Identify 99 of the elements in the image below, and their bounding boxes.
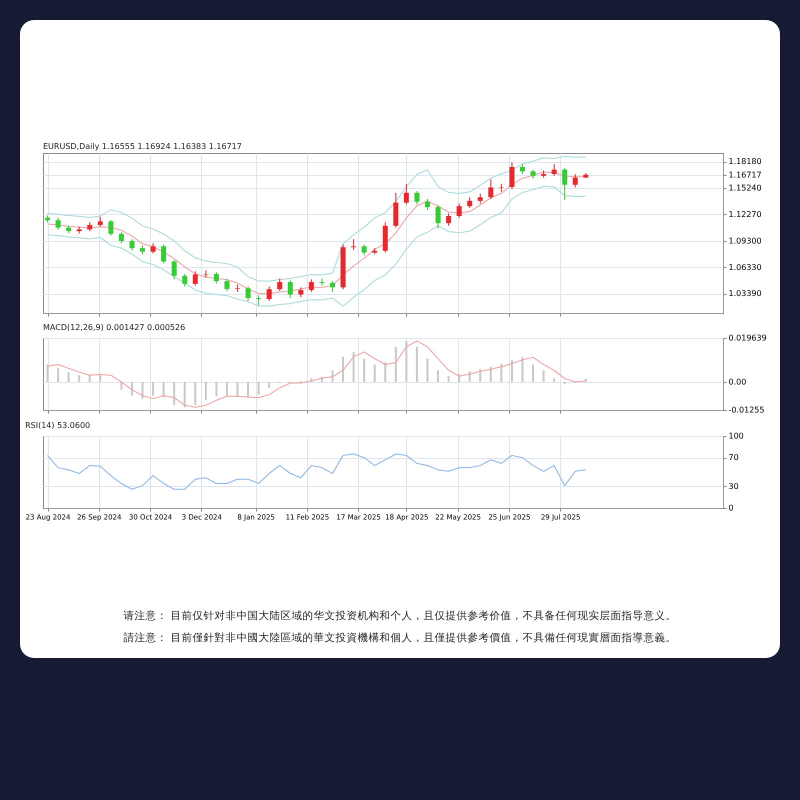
bar: [130, 382, 133, 396]
bar: [152, 382, 154, 396]
bar: [352, 352, 355, 382]
candlestick: [467, 196, 472, 208]
candlestick: [436, 204, 441, 229]
bar: [479, 369, 482, 382]
candlestick: [414, 190, 420, 205]
bar: [46, 364, 49, 382]
bar: [215, 382, 218, 396]
candlestick: [246, 286, 251, 302]
y-tick-label: 0.00: [728, 377, 746, 386]
bar: [236, 382, 238, 398]
candlestick: [362, 244, 367, 256]
line-series: [47, 454, 586, 490]
candlestick: [129, 238, 134, 251]
candlestick: [150, 242, 156, 254]
bar: [448, 376, 450, 382]
y-tick-label: 1.09300: [728, 236, 762, 246]
candlestick: [520, 164, 525, 175]
candlestick: [456, 203, 462, 218]
bar: [394, 346, 397, 382]
y-tick-label: 1.03390: [728, 289, 762, 298]
bar: [99, 375, 102, 382]
candlestick: [478, 193, 483, 204]
bar: [204, 382, 207, 400]
bar: [384, 362, 386, 382]
y-tick-label: 100: [728, 432, 744, 440]
candlestick: [308, 278, 314, 292]
y-tick-label: 0: [728, 504, 734, 512]
candlestick: [509, 162, 514, 190]
candlestick: [330, 280, 335, 292]
bar: [226, 382, 228, 396]
candlestick: [203, 270, 208, 278]
chart-title: RSI(14) 53.0600: [25, 421, 90, 430]
candlestick: [552, 164, 557, 176]
bar: [342, 356, 344, 382]
y-tick-label: 1.06330: [728, 262, 762, 272]
y-tick-label: 0.019639: [728, 334, 767, 342]
bar: [416, 346, 418, 382]
bar: [194, 382, 196, 406]
bar: [437, 370, 440, 382]
chart-title: EURUSD,Daily 1.16555 1.16924 1.16383 1.16717: [43, 142, 242, 151]
bar: [374, 364, 376, 382]
candlestick: [498, 183, 504, 192]
candlestick: [298, 286, 304, 298]
candlestick: [192, 270, 198, 286]
candlestick: [488, 178, 494, 200]
text: 請注意： 目前僅針對非中國大陸區域的華文投資機構和個人，且僅提供參考價值，不具備任何現實層面指導意義。: [122, 631, 678, 646]
candlestick: [277, 278, 282, 292]
bar: [57, 368, 60, 382]
candlestick: [161, 244, 166, 264]
candlestick: [118, 232, 124, 244]
bar: [68, 372, 70, 382]
candlestick: [572, 174, 578, 188]
bar: [553, 378, 556, 382]
candlestick: [424, 198, 430, 210]
bar: [184, 382, 186, 408]
y-tick-label: 1.18180: [728, 157, 762, 166]
bar: [363, 358, 366, 382]
chart-title: MACD(12,26,9) 0.001427 0.000526: [43, 323, 186, 332]
y-tick-label: -0.01255: [728, 406, 764, 414]
candlestick: [446, 212, 452, 226]
bar: [162, 382, 165, 398]
bar: [500, 364, 502, 382]
candlestick: [214, 272, 219, 284]
bar: [142, 382, 144, 399]
bar: [247, 382, 250, 398]
y-tick-label: 70: [728, 453, 739, 462]
candlestick: [404, 183, 409, 205]
bar: [268, 382, 270, 388]
bar: [173, 382, 176, 406]
line-series: [47, 340, 586, 408]
bar: [120, 382, 122, 390]
bar: [542, 370, 545, 382]
line-series: [47, 186, 586, 307]
bar: [490, 366, 492, 382]
candlestick: [393, 192, 398, 228]
candlestick: [98, 216, 103, 228]
bar: [532, 364, 534, 382]
y-tick-label: 1.12270: [728, 210, 762, 219]
candlestick: [172, 260, 177, 280]
y-tick-label: 1.16717: [728, 170, 762, 180]
candlestick: [266, 286, 272, 302]
candlestick: [224, 278, 230, 292]
y-tick-label: 1.15240: [728, 183, 762, 192]
bar: [521, 357, 524, 382]
y-tick-label: 30: [728, 482, 739, 491]
bar: [426, 358, 428, 382]
candlestick: [182, 274, 188, 287]
candlestick: [562, 167, 568, 200]
bar: [78, 375, 80, 382]
candlestick: [56, 217, 61, 230]
line-series: [47, 156, 586, 282]
candlestick: [256, 294, 262, 306]
bar: [405, 340, 408, 382]
text: 请注意： 目前仅针对非中国大陆区域的华文投资机构和个人，且仅提供参考价值，不具备任何现实层面指导意义。: [122, 609, 678, 624]
candlestick: [288, 280, 293, 299]
bar: [258, 382, 260, 395]
candlestick: [108, 220, 114, 236]
